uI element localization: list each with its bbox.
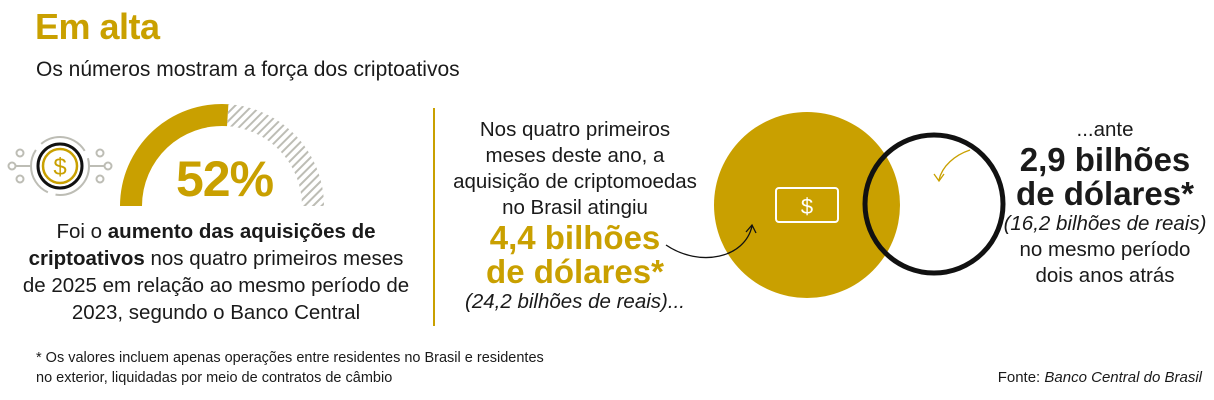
current-value-text: Nos quatro primeiros meses deste ano, a … <box>445 117 705 315</box>
text-line: Nos quatro primeiros <box>479 118 671 141</box>
percent-gauge <box>120 103 324 206</box>
desc-bold: criptoativos <box>28 247 145 270</box>
svg-text:$: $ <box>53 154 66 181</box>
footnote-line: no exterior, liquidadas por meio de cont… <box>36 370 393 386</box>
value-highlight: 2,9 bilhões <box>1019 141 1191 178</box>
percent-description: Foi o aumento das aquisições de criptoat… <box>20 218 412 326</box>
desc-bold: aumento das aquisições de <box>107 220 376 243</box>
money-bill-icon: $ <box>775 187 839 223</box>
text-line: ...ante <box>1076 118 1134 141</box>
text-line: meses deste ano, a <box>485 144 665 167</box>
desc-text: 2023, segundo o Banco Central <box>71 301 361 324</box>
value-highlight: de dólares* <box>486 253 664 290</box>
previous-value-text: ...ante 2,9 bilhões de dólares* (16,2 bi… <box>1000 117 1210 289</box>
arrow-to-black-circle <box>938 149 971 181</box>
source-name: Banco Central do Brasil <box>1044 369 1202 386</box>
gauge-remaining-arc <box>227 104 324 206</box>
comparison-circles: $ <box>665 112 1006 298</box>
text-line: aquisição de criptomoedas <box>453 170 697 193</box>
value-highlight: de dólares* <box>1016 175 1194 212</box>
divider <box>433 108 435 326</box>
desc-text: de 2025 em relação ao mesmo período de <box>22 274 410 297</box>
page-title: Em alta <box>35 6 160 47</box>
percent-value: 52% <box>176 151 274 207</box>
crypto-coin-icon: $ <box>7 136 113 196</box>
value-2023-circle <box>862 132 1006 276</box>
desc-text: nos quatro primeiros meses <box>144 247 404 270</box>
footnote-line: * Os valores incluem apenas operações en… <box>36 350 544 366</box>
arrow-to-gold-circle <box>665 225 753 259</box>
value-reais: (24,2 bilhões de reais)... <box>465 290 685 313</box>
text-line: no Brasil atingiu <box>502 196 648 219</box>
source: Fonte: Banco Central do Brasil <box>998 369 1202 386</box>
text-line: dois anos atrás <box>1035 264 1175 287</box>
svg-text:$: $ <box>801 194 813 219</box>
gauge-filled-arc <box>120 103 229 206</box>
value-2025-circle <box>714 112 900 298</box>
value-highlight: 4,4 bilhões <box>489 219 661 256</box>
text-line: no mesmo período <box>1019 238 1191 261</box>
desc-text: Foi o <box>56 220 108 243</box>
source-label: Fonte: <box>997 369 1045 386</box>
page-subtitle: Os números mostram a força dos criptoati… <box>36 58 460 81</box>
value-reais: (16,2 bilhões de reais) <box>1003 212 1207 235</box>
footnote: * Os valores incluem apenas operações en… <box>36 348 544 388</box>
